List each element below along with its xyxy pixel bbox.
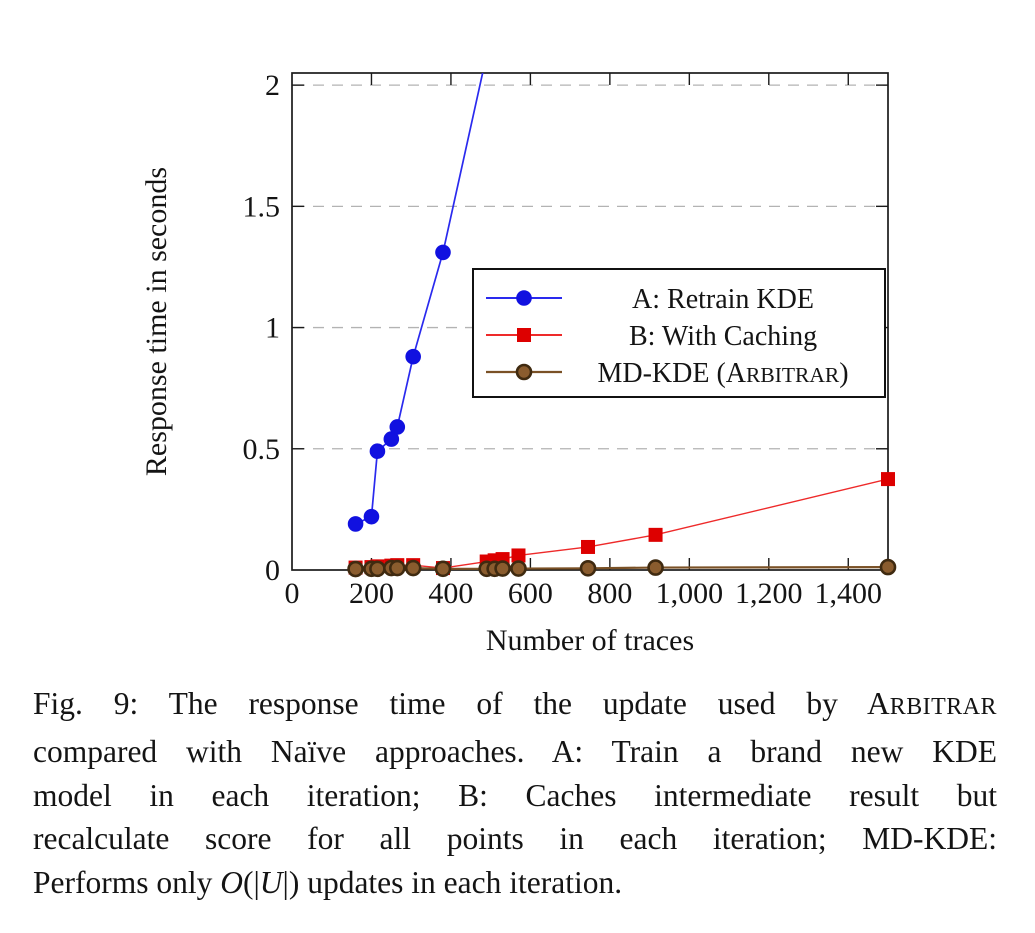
x-axis-title: Number of traces [486,624,694,657]
smallcaps-text: rbitrar [889,694,997,720]
marker-circle [369,443,386,460]
marker-square [511,548,526,563]
marker-circle [405,348,421,365]
math-symbol: O [220,865,243,901]
response-time-chart: 0 200 400 600 800 1,000 1,200 1,400 0 0.5 1 1.5 2 Num… [140,69,897,657]
caption-line-4: recalculate score for all points in each… [33,817,997,861]
x-tick-label: 0 [285,577,300,610]
marker-circle [347,560,364,578]
marker-circle [383,431,400,447]
marker-circle [404,559,422,577]
series-line-b-with-caching [355,478,888,569]
y-tick-label: 1 [265,312,280,345]
y-axis-title: Response time in seconds [140,167,173,476]
x-tick-label: 400 [428,577,473,610]
marker-circle [494,560,511,577]
marker-circle [516,290,532,306]
caption-text: |) updates in each iteration. [282,865,623,901]
caption-text: Performs only [33,865,221,901]
legend: A: Retrain KDE B: With Caching MD-KDE (ARB… [472,268,886,398]
figure-caption: Fig. 9: The response time of the update … [33,682,997,905]
marker-circle [347,516,364,532]
caption-line-3: model in each iteration; B: Caches inter… [33,774,997,818]
x-tick-label: 1,400 [815,577,883,610]
legend-label: A: Retrain KDE [632,284,814,315]
y-tick-label: 0 [265,554,280,587]
x-tick-label: 600 [508,577,553,610]
marker-square [517,328,531,342]
legend-label: MD-KDE (ARBITRAR) [597,358,848,389]
y-tick-label: 0.5 [243,433,281,466]
caption-text: A [867,686,890,721]
math-symbol: U [259,865,283,901]
y-tick-label: 2 [265,69,280,102]
caption-text: (| [242,865,260,901]
legend-box [472,268,886,398]
x-tick-label: 200 [349,577,394,610]
marker-circle [369,560,386,578]
caption-text: recalculate score for all points in each… [33,821,997,857]
legend-label: B: With Caching [629,321,817,352]
marker-circle [510,560,527,577]
marker-circle [388,559,406,577]
x-tick-label: 1,000 [656,577,724,610]
caption-text: compared with Naïve approaches. A: Train… [33,733,997,769]
marker-circle [435,244,451,261]
marker-circle [647,559,664,576]
marker-circle [389,419,406,435]
marker-circle [579,560,597,577]
caption-line-5: Performs only O(|U|) updates in each ite… [33,861,997,905]
caption-line-1: Fig. 9: The response time of the update … [33,682,997,730]
y-tick-label: 1.5 [243,190,281,223]
x-tick-label: 800 [587,577,632,610]
marker-circle [434,560,452,578]
marker-circle [515,363,533,381]
marker-square [648,527,663,542]
marker-square [881,472,895,487]
marker-circle [363,508,380,525]
caption-text: Fig. 9: The response time of the update … [33,686,867,721]
caption-line-2: compared with Naïve approaches. A: Train… [33,730,997,774]
caption-text: model in each iteration; B: Caches inter… [33,777,997,813]
marker-circle [879,558,897,576]
marker-square [581,539,596,554]
x-tick-label: 1,200 [735,577,803,610]
